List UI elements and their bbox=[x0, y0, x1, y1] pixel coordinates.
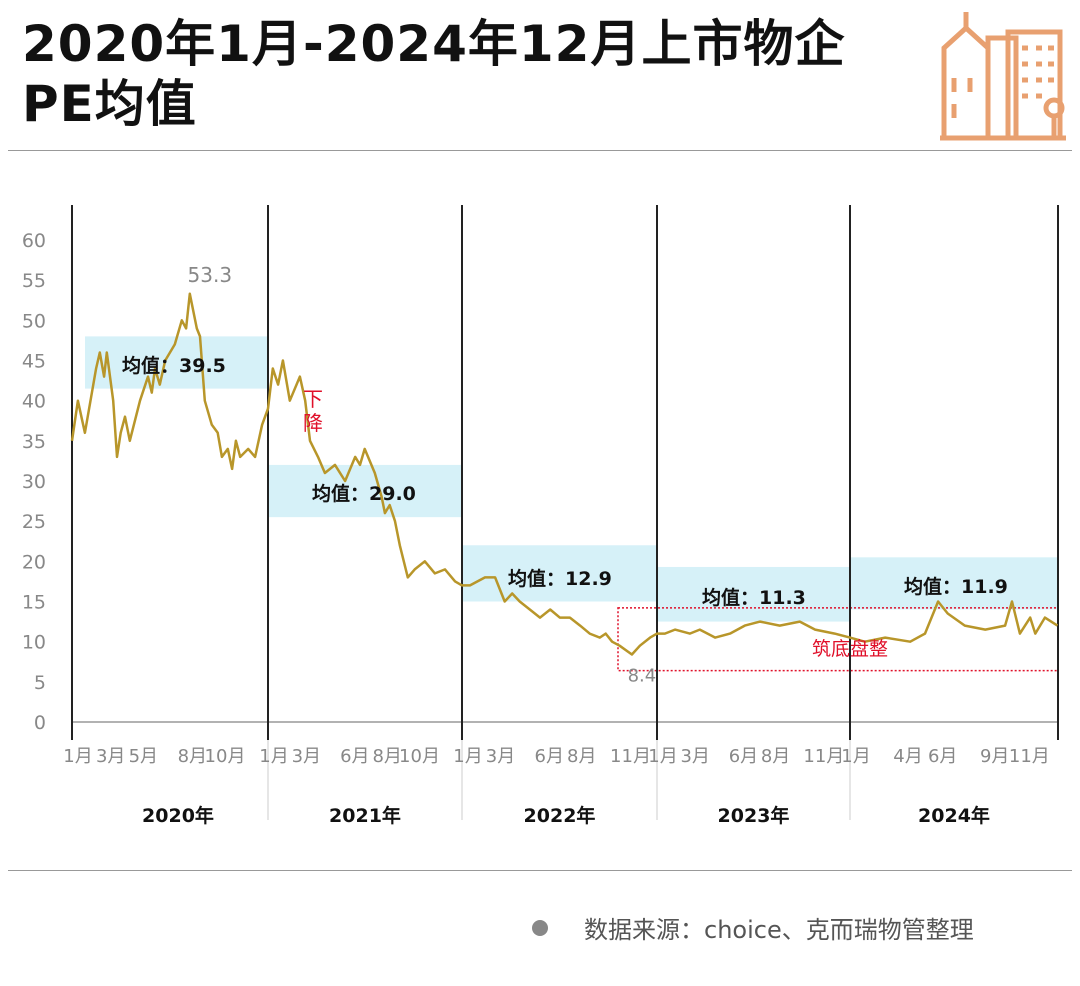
x-tick-label: 1月 bbox=[63, 746, 92, 767]
x-tick-label: 3月 bbox=[680, 746, 709, 767]
x-tick-label: 1月 bbox=[259, 746, 288, 767]
x-tick-label: 3月 bbox=[292, 746, 321, 767]
decline-annotation: 降 bbox=[303, 411, 323, 435]
y-tick-label: 20 bbox=[22, 551, 46, 573]
x-tick-label: 5月 bbox=[129, 746, 158, 767]
x-tick-label: 10月 bbox=[399, 746, 440, 767]
source-note: 数据来源：choice、克而瑞物管整理 bbox=[532, 910, 974, 945]
footer-divider bbox=[8, 870, 1072, 871]
x-tick-label: 1月 bbox=[453, 746, 482, 767]
year-label: 2023年 bbox=[718, 804, 790, 827]
x-tick-label: 11月 bbox=[803, 746, 844, 767]
mean-label: 均值：12.9 bbox=[508, 567, 612, 590]
mean-label: 均值：11.3 bbox=[702, 586, 806, 609]
y-tick-label: 30 bbox=[22, 471, 46, 493]
x-tick-label: 3月 bbox=[486, 746, 515, 767]
y-tick-label: 45 bbox=[22, 351, 46, 373]
title-divider bbox=[8, 150, 1072, 151]
mean-band bbox=[268, 464, 462, 518]
year-label: 2022年 bbox=[524, 804, 596, 827]
mean-band bbox=[462, 545, 657, 602]
x-tick-label: 6月 bbox=[928, 746, 957, 767]
y-tick-label: 55 bbox=[22, 270, 46, 292]
y-tick-label: 25 bbox=[22, 511, 46, 533]
building-icon bbox=[936, 8, 1070, 146]
x-tick-label: 1月 bbox=[841, 746, 870, 767]
x-tick-label: 6月 bbox=[340, 746, 369, 767]
y-tick-label: 5 bbox=[34, 672, 46, 694]
min-value-label: 8.4 bbox=[628, 666, 657, 687]
x-tick-label: 10月 bbox=[205, 746, 246, 767]
mean-label: 均值：11.9 bbox=[904, 575, 1008, 598]
mean-band bbox=[85, 336, 268, 389]
y-tick-label: 10 bbox=[22, 632, 46, 654]
year-label: 2020年 bbox=[142, 804, 214, 827]
mean-label: 均值：29.0 bbox=[312, 482, 416, 505]
year-label: 2021年 bbox=[329, 804, 401, 827]
x-tick-label: 4月 bbox=[893, 746, 922, 767]
year-label: 2024年 bbox=[918, 804, 990, 827]
pe-series-line bbox=[70, 292, 1059, 656]
x-tick-label: 11月 bbox=[610, 746, 651, 767]
x-tick-label: 8月 bbox=[178, 746, 207, 767]
bottoming-annotation: 筑底盘整 bbox=[812, 638, 888, 660]
page-title: 2020年1月-2024年12月上市物企PE均值 bbox=[22, 15, 846, 133]
x-tick-label: 8月 bbox=[761, 746, 790, 767]
max-value-label: 53.3 bbox=[188, 263, 233, 287]
y-tick-label: 40 bbox=[22, 391, 46, 413]
y-tick-label: 60 bbox=[22, 230, 46, 252]
x-tick-label: 1月 bbox=[648, 746, 677, 767]
mean-label: 均值：39.5 bbox=[122, 354, 226, 377]
decline-annotation: 下 bbox=[303, 387, 323, 411]
y-tick-label: 15 bbox=[22, 592, 46, 614]
y-tick-label: 35 bbox=[22, 431, 46, 453]
x-tick-label: 8月 bbox=[567, 746, 596, 767]
x-tick-label: 6月 bbox=[535, 746, 564, 767]
x-tick-label: 3月 bbox=[96, 746, 125, 767]
x-tick-label: 6月 bbox=[729, 746, 758, 767]
bullet-icon bbox=[532, 919, 548, 936]
source-text: 数据来源：choice、克而瑞物管整理 bbox=[584, 916, 974, 944]
mean-band bbox=[850, 557, 1058, 610]
bottoming-box bbox=[617, 607, 1059, 672]
y-tick-label: 0 bbox=[34, 712, 46, 734]
x-tick-label: 8月 bbox=[372, 746, 401, 767]
x-tick-label: 9月 bbox=[980, 746, 1009, 767]
x-tick-label: 11月 bbox=[1009, 746, 1050, 767]
mean-band bbox=[657, 566, 850, 622]
y-tick-label: 50 bbox=[22, 310, 46, 332]
